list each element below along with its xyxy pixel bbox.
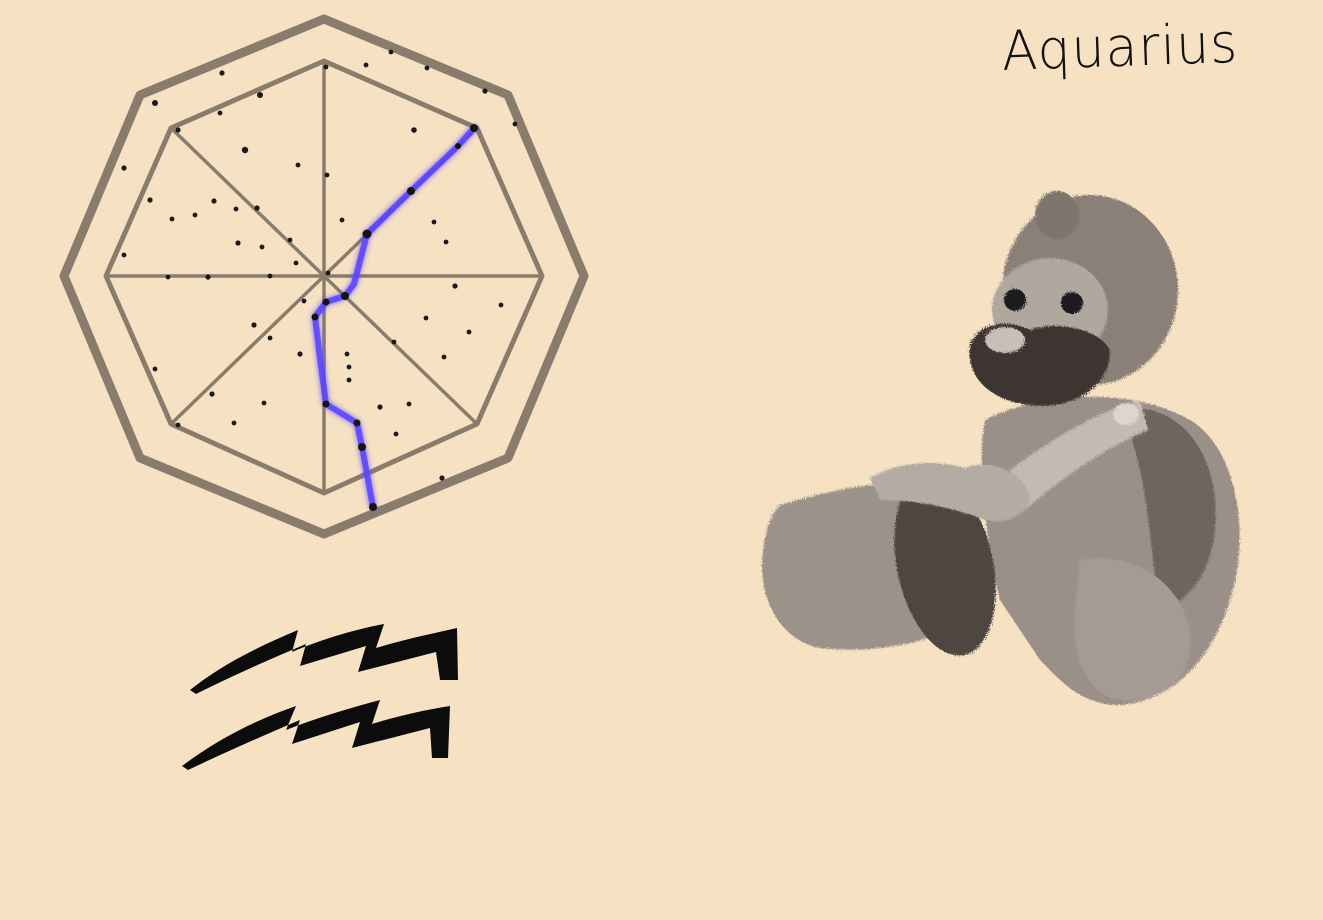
figure-legs <box>1074 558 1191 701</box>
aquarius-constellation-stars <box>311 124 478 511</box>
figure-right-eye <box>1061 292 1083 314</box>
figure-arm-shade <box>1120 408 1216 610</box>
figure-ear <box>1035 191 1079 239</box>
chart-background-stars <box>121 49 518 481</box>
aquarius-water-bearer-figure-icon <box>761 191 1240 705</box>
chart-outer-frame <box>59 14 589 539</box>
figure-jar-mouth <box>894 474 996 656</box>
star-chart-icon <box>59 14 589 539</box>
card-title: Aquarius <box>1000 12 1240 84</box>
figure-badge <box>1113 403 1139 425</box>
figure-nose <box>985 327 1025 353</box>
aquarius-zodiac-glyph-icon <box>182 624 458 770</box>
figure-sash <box>1010 400 1148 510</box>
figure-left-eye <box>1004 289 1026 311</box>
figure-arm <box>870 462 1030 522</box>
aquarius-constellation-lines <box>312 125 477 510</box>
